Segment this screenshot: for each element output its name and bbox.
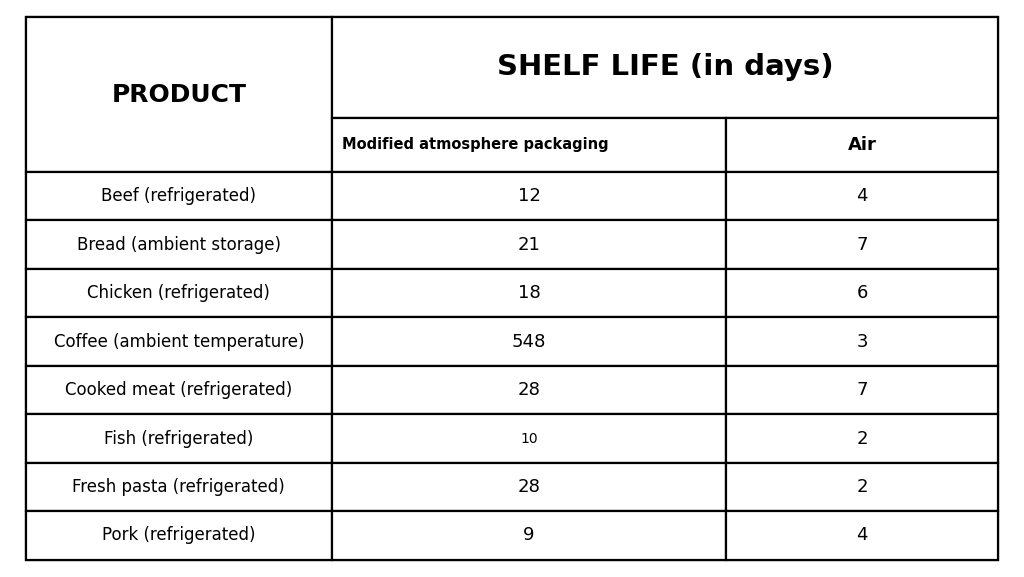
Polygon shape: [726, 463, 998, 511]
Text: Coffee (ambient temperature): Coffee (ambient temperature): [53, 332, 304, 351]
Text: 10: 10: [520, 432, 538, 445]
Text: 2: 2: [856, 429, 868, 448]
Polygon shape: [332, 17, 998, 118]
Text: 28: 28: [517, 478, 541, 496]
Polygon shape: [726, 172, 998, 220]
Polygon shape: [332, 220, 726, 269]
Text: 18: 18: [518, 284, 541, 302]
Polygon shape: [332, 118, 726, 172]
Text: PRODUCT: PRODUCT: [112, 83, 247, 107]
Text: 6: 6: [856, 284, 868, 302]
Polygon shape: [726, 118, 998, 172]
Text: 7: 7: [856, 381, 868, 399]
Polygon shape: [726, 511, 998, 560]
Text: 4: 4: [856, 187, 868, 205]
Polygon shape: [26, 17, 998, 560]
Polygon shape: [26, 414, 332, 463]
Text: 548: 548: [512, 332, 546, 351]
Text: 3: 3: [856, 332, 868, 351]
Text: 12: 12: [517, 187, 541, 205]
Polygon shape: [726, 220, 998, 269]
Polygon shape: [26, 172, 332, 220]
Text: Fish (refrigerated): Fish (refrigerated): [104, 429, 254, 448]
Polygon shape: [26, 220, 332, 269]
Polygon shape: [726, 366, 998, 414]
Polygon shape: [332, 366, 726, 414]
Polygon shape: [726, 317, 998, 366]
Text: 4: 4: [856, 526, 868, 545]
Polygon shape: [726, 414, 998, 463]
Text: Beef (refrigerated): Beef (refrigerated): [101, 187, 256, 205]
Polygon shape: [26, 511, 332, 560]
Text: 2: 2: [856, 478, 868, 496]
Polygon shape: [332, 269, 726, 317]
Text: SHELF LIFE (in days): SHELF LIFE (in days): [497, 54, 834, 81]
Text: Chicken (refrigerated): Chicken (refrigerated): [87, 284, 270, 302]
Polygon shape: [26, 269, 332, 317]
Text: Fresh pasta (refrigerated): Fresh pasta (refrigerated): [73, 478, 286, 496]
Polygon shape: [332, 317, 726, 366]
Text: 9: 9: [523, 526, 535, 545]
Text: Air: Air: [848, 136, 877, 153]
Polygon shape: [26, 317, 332, 366]
Text: Modified atmosphere packaging: Modified atmosphere packaging: [342, 137, 609, 152]
Polygon shape: [332, 511, 726, 560]
Text: Cooked meat (refrigerated): Cooked meat (refrigerated): [66, 381, 293, 399]
Polygon shape: [332, 414, 726, 463]
Text: Bread (ambient storage): Bread (ambient storage): [77, 235, 281, 254]
Text: 7: 7: [856, 235, 868, 254]
Polygon shape: [726, 269, 998, 317]
Text: 21: 21: [517, 235, 541, 254]
Text: 28: 28: [517, 381, 541, 399]
Text: Pork (refrigerated): Pork (refrigerated): [102, 526, 256, 545]
Polygon shape: [332, 172, 726, 220]
Polygon shape: [26, 463, 332, 511]
Polygon shape: [26, 366, 332, 414]
Polygon shape: [332, 463, 726, 511]
Polygon shape: [26, 17, 332, 172]
